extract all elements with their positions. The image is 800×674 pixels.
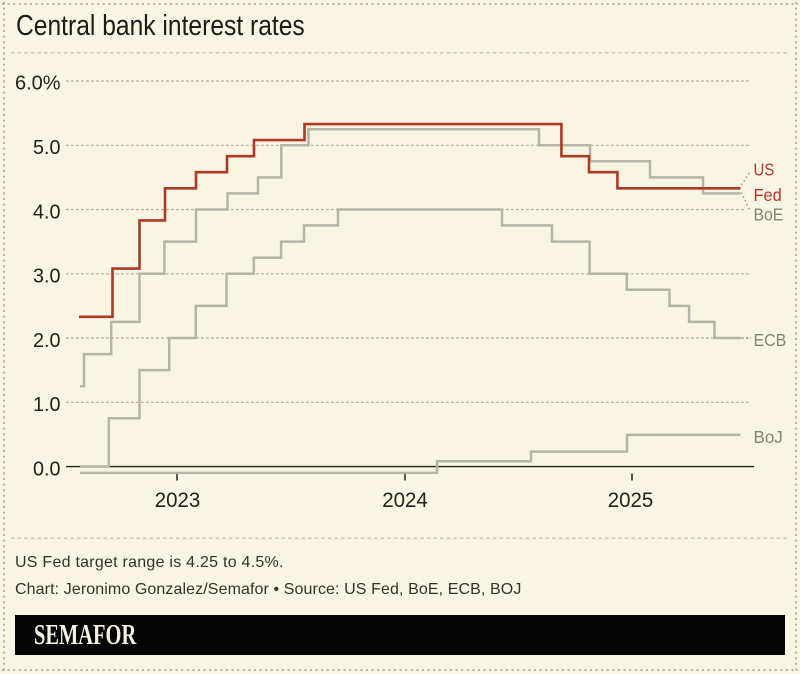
svg-text:US: US [754, 159, 775, 179]
svg-text:2025: 2025 [608, 488, 654, 512]
svg-text:3.0: 3.0 [33, 265, 61, 288]
svg-text:BoE: BoE [754, 205, 784, 225]
svg-text:Fed: Fed [754, 185, 782, 205]
svg-text:1.0: 1.0 [33, 393, 61, 416]
svg-text:2023: 2023 [155, 488, 201, 512]
svg-text:5.0: 5.0 [33, 136, 61, 159]
svg-text:0.0: 0.0 [33, 457, 61, 480]
svg-text:BoJ: BoJ [754, 427, 783, 447]
svg-text:6.0%: 6.0% [15, 72, 61, 95]
svg-text:ECB: ECB [754, 330, 787, 350]
svg-text:4.0: 4.0 [33, 200, 61, 223]
svg-text:2.0: 2.0 [33, 329, 61, 352]
svg-text:2024: 2024 [382, 488, 428, 512]
